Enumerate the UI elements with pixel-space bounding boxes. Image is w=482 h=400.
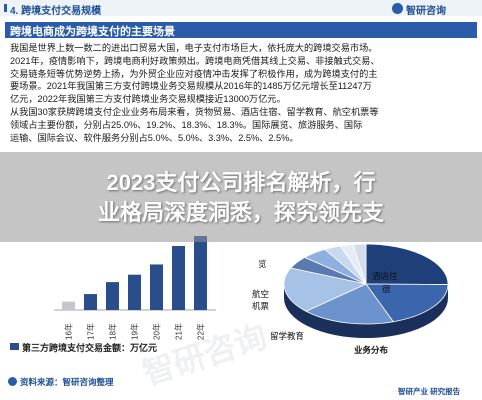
section-title-bar — [5, 22, 477, 38]
bar — [106, 282, 119, 310]
article-title: 2023支付公司排名解析，行 业格局深度洞悉，探究领先支 — [0, 168, 482, 228]
pie-label-air-2: 机票 — [252, 301, 270, 311]
body-line: 2021年，疫情影响下，跨境电商利好政策频出。跨境电商凭借其线上交易、非接触式交… — [10, 55, 380, 66]
pie-label-hotel: 酒店住 — [372, 271, 398, 281]
bar-x-tick-label: 2017年 — [86, 323, 96, 340]
pie-label-hotel-2: 宿 — [382, 284, 391, 294]
body-paragraph: 我国是世界上数一数二的进出口贸易大国，电子支付市场巨大，依托庞大的跨境交易市场。… — [10, 42, 475, 144]
legend-label: 第三方跨境支付交易金额：万亿元 — [22, 343, 158, 353]
body-line: 要场景。2021年我国第三方支付跨境业务交易规模从2016年的1485万亿元增长… — [10, 81, 372, 92]
bar-chart: 2016年 2017年 2018年 2019年 2020年 2021年 2022年 — [54, 236, 216, 340]
body-line: 领域占主要份额，分别占25.0%、19.2%、18.3%、18.3%。国际展览、… — [10, 119, 363, 130]
pie-label-goods: 览 — [258, 259, 267, 269]
legend-swatch — [10, 343, 19, 350]
bar-x-tick-label: 2018年 — [108, 323, 118, 340]
brand-name: 智研咨询 — [406, 6, 446, 17]
bar-x-tick-label: 2016年 — [64, 323, 74, 340]
bar — [150, 264, 163, 310]
report-header — [0, 0, 482, 16]
article-title-line: 业格局深度洞悉，探究领先支 — [97, 200, 384, 225]
bar-x-tick-label: 2022年 — [196, 323, 206, 340]
footer-logo-icon — [8, 377, 17, 386]
footer-brand: 智研产业 研究报告 — [398, 387, 461, 396]
pie-legend-fragment: 业务分布 — [354, 345, 389, 355]
title-overlay — [0, 152, 482, 242]
body-line: 交易链条短等优势逆势上扬，为外贸企业应对疫情冲击发挥了积极作用，成为跨境支付的主 — [10, 68, 378, 79]
bar — [128, 274, 141, 310]
bar-x-tick-label: 2020年 — [152, 323, 162, 340]
bar — [194, 236, 207, 310]
source-note: 资料来源：智研咨询整理 — [20, 377, 114, 387]
pie-label-edu: 留学教育 — [270, 331, 305, 341]
pie-slice — [352, 243, 367, 285]
bar — [62, 301, 75, 310]
body-line: 亿元，2022年我国第三方支付跨境业务交易规模接近13000万亿元。 — [10, 94, 286, 105]
logo-icon — [392, 3, 403, 14]
bar-x-tick-label: 2019年 — [130, 323, 140, 340]
pie-slice — [283, 267, 368, 312]
body-line: 运输、国际会议、软件服务分别占5.0%、5.0%、3.3%、2.5%、2.5%。 — [10, 132, 299, 143]
body-line: 我国是世界上数一数二的进出口贸易大国，电子支付市场巨大，依托庞大的跨境交易市场。 — [10, 43, 378, 53]
pie-slice — [365, 243, 449, 285]
header-title: 4. 跨境支付交易规模 — [10, 6, 102, 17]
bar — [84, 294, 97, 310]
bar — [172, 245, 185, 310]
pie-chart — [283, 243, 449, 338]
article-title-line: 2023支付公司排名解析，行 — [106, 170, 376, 195]
section-title: 跨境电商成为跨境支付的主要场景 — [10, 26, 175, 38]
header-marker — [4, 4, 7, 12]
pie-label-air: 航空 — [252, 289, 270, 299]
pie-slice — [305, 283, 394, 325]
body-line: 从我国30家获牌跨境支付企业业务布局来看，货物贸易、酒店住宿、留学教育、航空机票… — [10, 106, 379, 117]
bar-x-tick-label: 2021年 — [174, 323, 184, 340]
